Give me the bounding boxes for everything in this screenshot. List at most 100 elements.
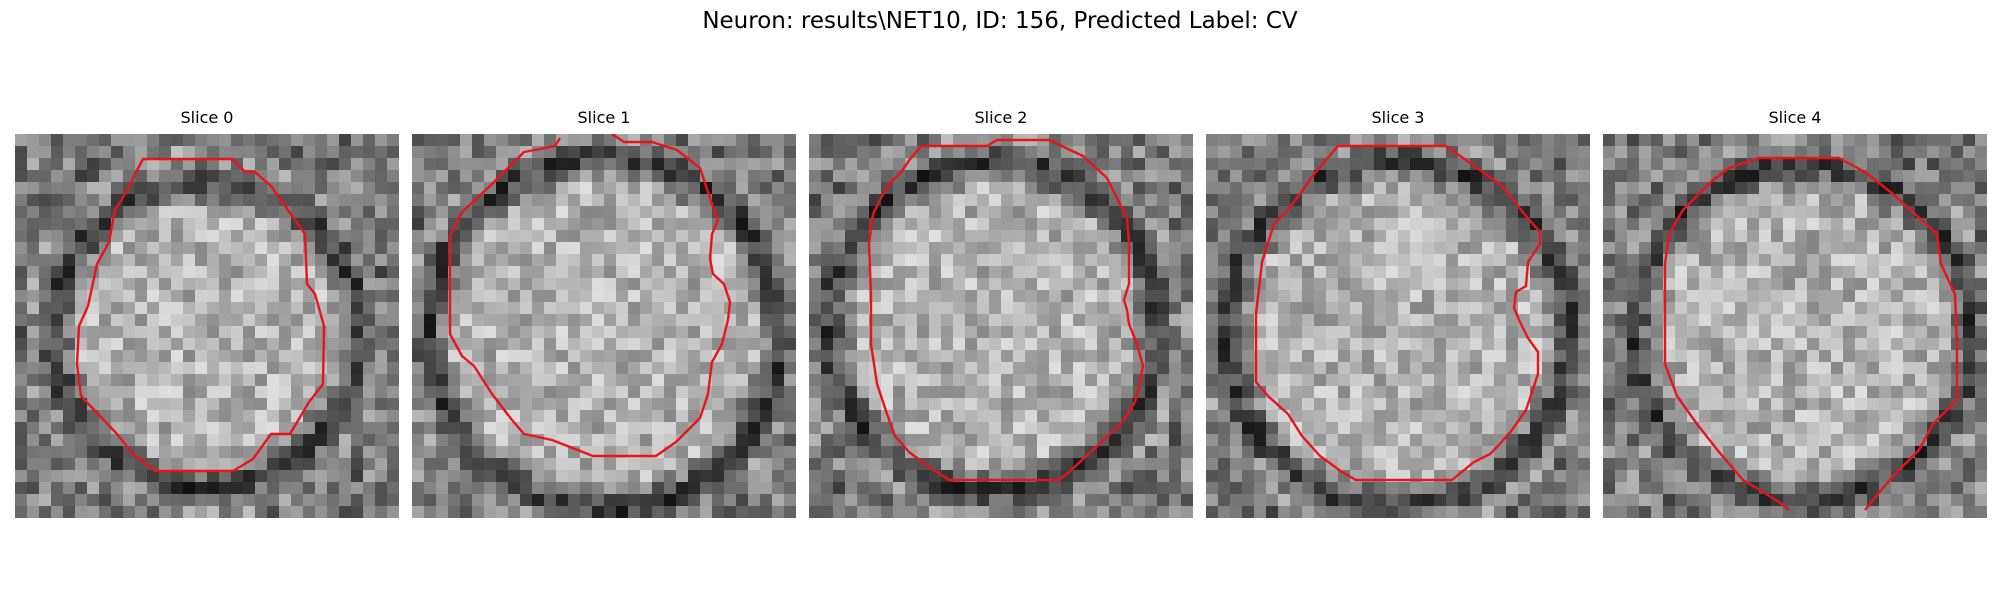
image-pixel (1831, 218, 1844, 231)
image-pixel (1458, 326, 1471, 339)
slice-title-1: Slice 1 (577, 108, 631, 127)
image-pixel (1398, 410, 1411, 423)
image-pixel (1025, 242, 1038, 255)
image-pixel (1627, 314, 1640, 327)
image-pixel (123, 242, 136, 255)
image-pixel (893, 146, 906, 159)
image-pixel (1723, 230, 1736, 243)
image-pixel (1230, 374, 1243, 387)
image-pixel (821, 350, 834, 363)
image-pixel (1145, 338, 1158, 351)
image-pixel (123, 254, 136, 267)
image-pixel (1085, 422, 1098, 435)
image-pixel (1675, 434, 1688, 447)
image-pixel (1578, 194, 1590, 207)
image-pixel (1915, 290, 1928, 303)
image-pixel (1350, 302, 1363, 315)
image-pixel (556, 206, 569, 219)
image-pixel (1903, 302, 1916, 315)
image-pixel (1578, 398, 1590, 411)
image-pixel (1314, 374, 1327, 387)
image-pixel (1482, 314, 1495, 327)
image-pixel (1759, 386, 1772, 399)
image-pixel (1578, 182, 1590, 195)
image-pixel (953, 374, 966, 387)
image-pixel (941, 314, 954, 327)
image-pixel (27, 386, 40, 399)
image-pixel (1843, 314, 1856, 327)
image-pixel (123, 458, 136, 471)
image-pixel (1627, 326, 1640, 339)
image-pixel (1073, 470, 1086, 483)
image-pixel (724, 170, 737, 183)
slice-panel-3: Slice 3 (1206, 106, 1590, 518)
image-pixel (1073, 170, 1086, 183)
image-pixel (676, 134, 689, 147)
image-pixel (1410, 326, 1423, 339)
image-pixel (123, 506, 136, 518)
image-pixel (147, 230, 160, 243)
image-pixel (1819, 218, 1832, 231)
image-pixel (1530, 446, 1543, 459)
image-pixel (436, 158, 449, 171)
image-pixel (1615, 230, 1628, 243)
image-pixel (1951, 422, 1964, 435)
image-pixel (1338, 422, 1351, 435)
image-pixel (1482, 482, 1495, 495)
image-pixel (1711, 254, 1724, 267)
image-pixel (207, 410, 220, 423)
image-pixel (1663, 434, 1676, 447)
image-pixel (1314, 410, 1327, 423)
image-pixel (1085, 266, 1098, 279)
image-pixel (893, 494, 906, 507)
image-pixel (1711, 278, 1724, 291)
image-pixel (1783, 134, 1796, 147)
image-pixel (159, 410, 172, 423)
image-pixel (833, 254, 846, 267)
image-pixel (375, 278, 388, 291)
image-pixel (1566, 158, 1579, 171)
image-pixel (977, 398, 990, 411)
image-pixel (159, 386, 172, 399)
image-pixel (772, 206, 785, 219)
image-pixel (1855, 422, 1868, 435)
image-pixel (1711, 218, 1724, 231)
image-pixel (1470, 362, 1483, 375)
image-pixel (51, 242, 64, 255)
image-pixel (63, 338, 76, 351)
image-pixel (784, 338, 796, 351)
image-pixel (436, 134, 449, 147)
image-pixel (544, 290, 557, 303)
image-pixel (1831, 254, 1844, 267)
image-pixel (279, 434, 292, 447)
image-pixel (953, 422, 966, 435)
image-pixel (339, 362, 352, 375)
image-pixel (1470, 434, 1483, 447)
image-pixel (484, 230, 497, 243)
image-pixel (1518, 170, 1531, 183)
image-pixel (1627, 170, 1640, 183)
image-pixel (760, 242, 773, 255)
image-pixel (917, 278, 930, 291)
image-pixel (1242, 158, 1255, 171)
image-pixel (977, 278, 990, 291)
image-pixel (1314, 134, 1327, 147)
image-pixel (1795, 278, 1808, 291)
image-pixel (1434, 422, 1447, 435)
image-pixel (784, 410, 796, 423)
image-pixel (1530, 302, 1543, 315)
image-pixel (1422, 398, 1435, 411)
image-pixel (171, 170, 184, 183)
image-pixel (1723, 218, 1736, 231)
image-pixel (1410, 374, 1423, 387)
image-pixel (1446, 242, 1459, 255)
image-pixel (1266, 158, 1279, 171)
image-pixel (845, 422, 858, 435)
image-pixel (436, 422, 449, 435)
image-pixel (556, 194, 569, 207)
image-pixel (700, 482, 713, 495)
image-pixel (604, 278, 617, 291)
image-pixel (1675, 386, 1688, 399)
image-pixel (772, 314, 785, 327)
image-pixel (1061, 254, 1074, 267)
